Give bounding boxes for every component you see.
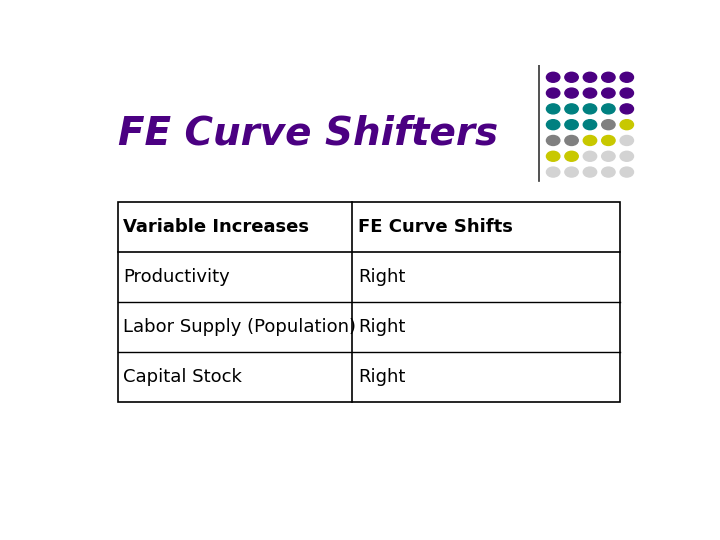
Circle shape bbox=[602, 151, 615, 161]
Circle shape bbox=[620, 167, 634, 177]
Circle shape bbox=[602, 136, 615, 145]
Circle shape bbox=[583, 72, 597, 82]
Circle shape bbox=[583, 151, 597, 161]
Circle shape bbox=[565, 167, 578, 177]
Circle shape bbox=[620, 120, 634, 130]
Circle shape bbox=[620, 104, 634, 114]
Text: FE Curve Shifters: FE Curve Shifters bbox=[118, 114, 498, 153]
Text: Variable Increases: Variable Increases bbox=[124, 218, 310, 236]
Text: Labor Supply (Population): Labor Supply (Population) bbox=[124, 318, 356, 336]
Text: Capital Stock: Capital Stock bbox=[124, 368, 243, 386]
Circle shape bbox=[583, 167, 597, 177]
Circle shape bbox=[565, 88, 578, 98]
Circle shape bbox=[583, 136, 597, 145]
Circle shape bbox=[620, 151, 634, 161]
Circle shape bbox=[583, 88, 597, 98]
Circle shape bbox=[565, 72, 578, 82]
Circle shape bbox=[565, 151, 578, 161]
Circle shape bbox=[565, 136, 578, 145]
Circle shape bbox=[602, 72, 615, 82]
Circle shape bbox=[602, 104, 615, 114]
Circle shape bbox=[620, 136, 634, 145]
Circle shape bbox=[546, 167, 560, 177]
Text: FE Curve Shifts: FE Curve Shifts bbox=[358, 218, 513, 236]
Circle shape bbox=[546, 120, 560, 130]
Circle shape bbox=[602, 88, 615, 98]
Text: Right: Right bbox=[358, 318, 405, 336]
Bar bbox=[118, 202, 620, 402]
Circle shape bbox=[602, 167, 615, 177]
Text: Right: Right bbox=[358, 268, 405, 286]
Circle shape bbox=[546, 88, 560, 98]
Circle shape bbox=[546, 151, 560, 161]
Text: Productivity: Productivity bbox=[124, 268, 230, 286]
Circle shape bbox=[565, 104, 578, 114]
Circle shape bbox=[565, 120, 578, 130]
Circle shape bbox=[620, 72, 634, 82]
Circle shape bbox=[546, 136, 560, 145]
Circle shape bbox=[546, 104, 560, 114]
Circle shape bbox=[583, 104, 597, 114]
Text: Right: Right bbox=[358, 368, 405, 386]
Circle shape bbox=[546, 72, 560, 82]
Circle shape bbox=[583, 120, 597, 130]
Circle shape bbox=[620, 88, 634, 98]
Circle shape bbox=[602, 120, 615, 130]
